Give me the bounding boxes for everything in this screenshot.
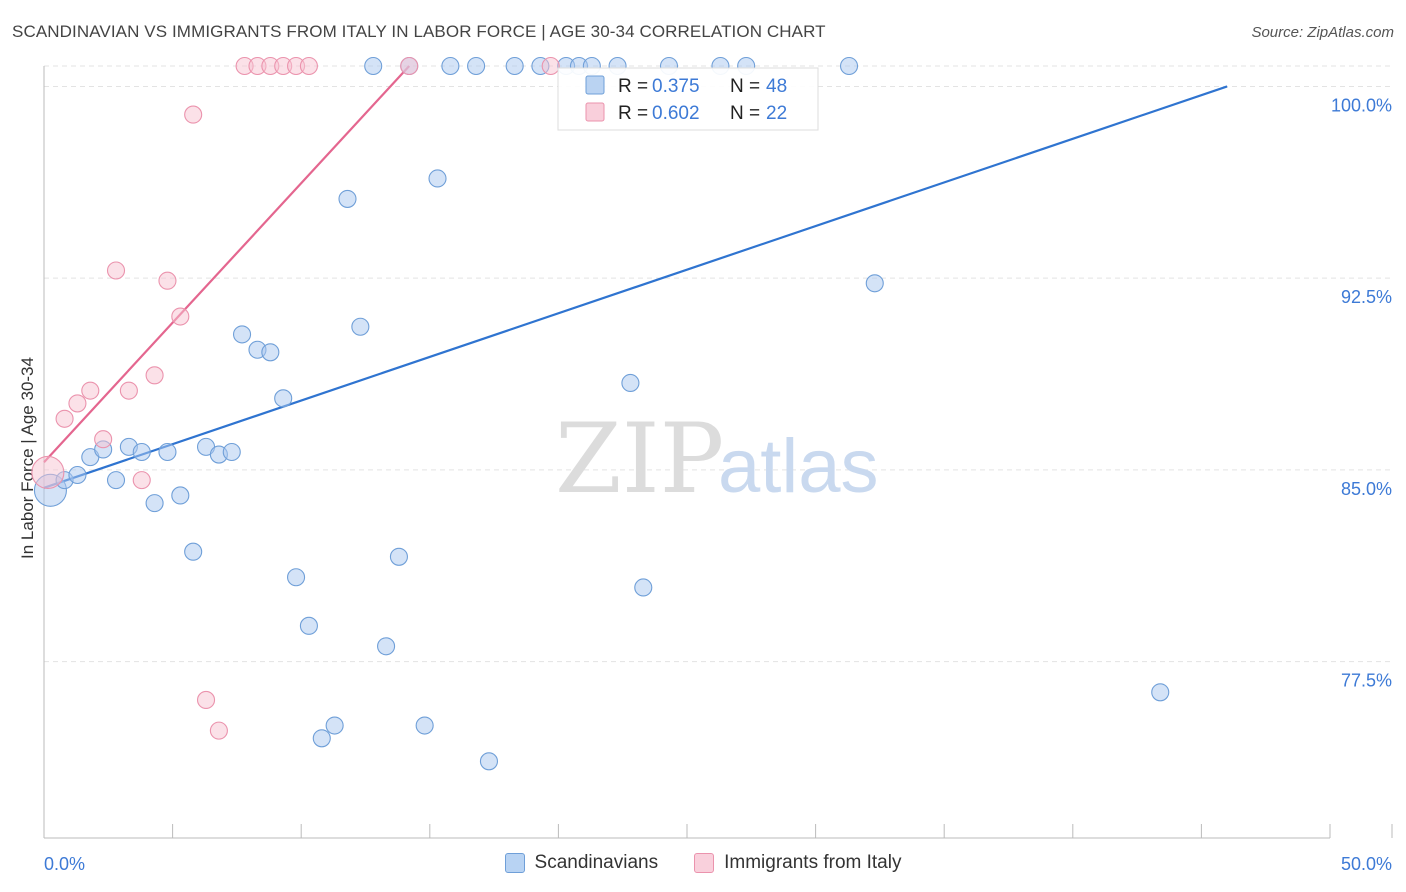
point-blue bbox=[467, 56, 486, 76]
point-blue bbox=[441, 56, 460, 76]
x-tick-label: 0.0% bbox=[44, 854, 85, 874]
point-blue bbox=[634, 578, 653, 597]
point-pink bbox=[400, 56, 419, 76]
legend-label-scandinavians: Scandinavians bbox=[534, 852, 659, 873]
legend-item-scandinavians[interactable]: Scandinavians bbox=[504, 852, 659, 874]
point-blue bbox=[1151, 683, 1170, 702]
legend-r-value: 0.602 bbox=[652, 103, 700, 124]
legend-label-italy: Immigrants from Italy bbox=[724, 852, 902, 873]
point-pink bbox=[119, 381, 138, 400]
y-tick-label: 100.0% bbox=[1331, 95, 1392, 115]
point-pink bbox=[196, 690, 216, 710]
point-pink bbox=[184, 105, 203, 124]
y-tick-labels: 100.0% 92.5% 85.0% 77.5% bbox=[1331, 95, 1392, 690]
point-blue bbox=[364, 56, 383, 76]
legend-n-label: N = bbox=[730, 76, 760, 97]
grid-lines bbox=[44, 65, 1392, 663]
point-blue bbox=[621, 373, 640, 393]
watermark-zip: ZIP bbox=[555, 403, 724, 515]
point-blue bbox=[428, 169, 447, 188]
scandinavians-swatch-icon bbox=[504, 853, 525, 873]
point-blue bbox=[145, 494, 164, 513]
point-blue bbox=[171, 486, 190, 505]
point-blue bbox=[261, 343, 280, 362]
point-pink bbox=[158, 271, 177, 290]
point-blue bbox=[338, 189, 357, 208]
trend-lines bbox=[43, 65, 1228, 489]
point-pink bbox=[145, 366, 164, 385]
point-blue bbox=[184, 542, 203, 561]
point-blue bbox=[232, 325, 252, 344]
point-blue bbox=[222, 442, 241, 462]
x-tick-labels: 0.0% 50.0% bbox=[44, 854, 1392, 874]
stats-legend: R = 0.375 N = 48 R = 0.602 N = 22 bbox=[557, 67, 819, 131]
y-tick-label: 77.5% bbox=[1341, 671, 1392, 691]
y-tick-label: 85.0% bbox=[1341, 479, 1392, 499]
source-label: Source: ZipAtlas.com bbox=[1251, 24, 1394, 41]
point-blue bbox=[479, 752, 499, 771]
point-blue bbox=[132, 442, 151, 462]
point-pink bbox=[31, 455, 65, 490]
point-blue bbox=[106, 471, 126, 490]
point-pink bbox=[68, 394, 87, 413]
watermark-atlas: atlas bbox=[718, 424, 879, 509]
point-pink bbox=[209, 721, 228, 740]
point-blue bbox=[312, 729, 331, 748]
point-blue bbox=[158, 442, 177, 462]
italy-swatch-icon bbox=[694, 853, 715, 873]
x-tick-label: 50.0% bbox=[1341, 854, 1392, 874]
point-pink bbox=[81, 381, 100, 400]
axes bbox=[43, 66, 1393, 839]
point-pink bbox=[132, 471, 151, 490]
point-pink bbox=[171, 307, 190, 326]
legend-swatch-icon bbox=[585, 75, 605, 95]
point-blue bbox=[865, 274, 884, 293]
point-blue bbox=[389, 547, 408, 566]
point-blue bbox=[325, 716, 344, 735]
legend-n-label: N = bbox=[730, 103, 760, 124]
point-blue bbox=[377, 637, 396, 656]
point-pink bbox=[299, 56, 318, 76]
legend-r-label: R = bbox=[618, 103, 648, 124]
legend-n-value: 22 bbox=[766, 103, 787, 124]
y-tick-label: 92.5% bbox=[1341, 287, 1392, 307]
point-pink bbox=[106, 261, 126, 280]
point-blue bbox=[274, 389, 293, 408]
point-blue bbox=[415, 716, 434, 735]
point-blue bbox=[839, 56, 859, 76]
point-blue bbox=[299, 616, 318, 635]
point-blue bbox=[505, 56, 524, 76]
legend-r-value: 0.375 bbox=[652, 76, 700, 97]
point-blue bbox=[351, 317, 370, 336]
legend-item-italy[interactable]: Immigrants from Italy bbox=[694, 852, 901, 874]
point-blue bbox=[68, 465, 87, 485]
trend-line-pink bbox=[43, 65, 411, 463]
point-pink bbox=[94, 430, 113, 449]
legend-n-value: 48 bbox=[766, 76, 787, 97]
legend-r-label: R = bbox=[618, 76, 648, 97]
chart-title: SCANDINAVIAN VS IMMIGRANTS FROM ITALY IN… bbox=[12, 22, 826, 41]
point-blue bbox=[287, 568, 306, 587]
bottom-legend: Scandinavians Immigrants from Italy bbox=[0, 852, 1406, 874]
trend-line-blue bbox=[43, 85, 1228, 489]
point-pink bbox=[541, 56, 560, 76]
point-pink bbox=[55, 409, 74, 428]
legend-swatch-icon bbox=[585, 102, 605, 122]
